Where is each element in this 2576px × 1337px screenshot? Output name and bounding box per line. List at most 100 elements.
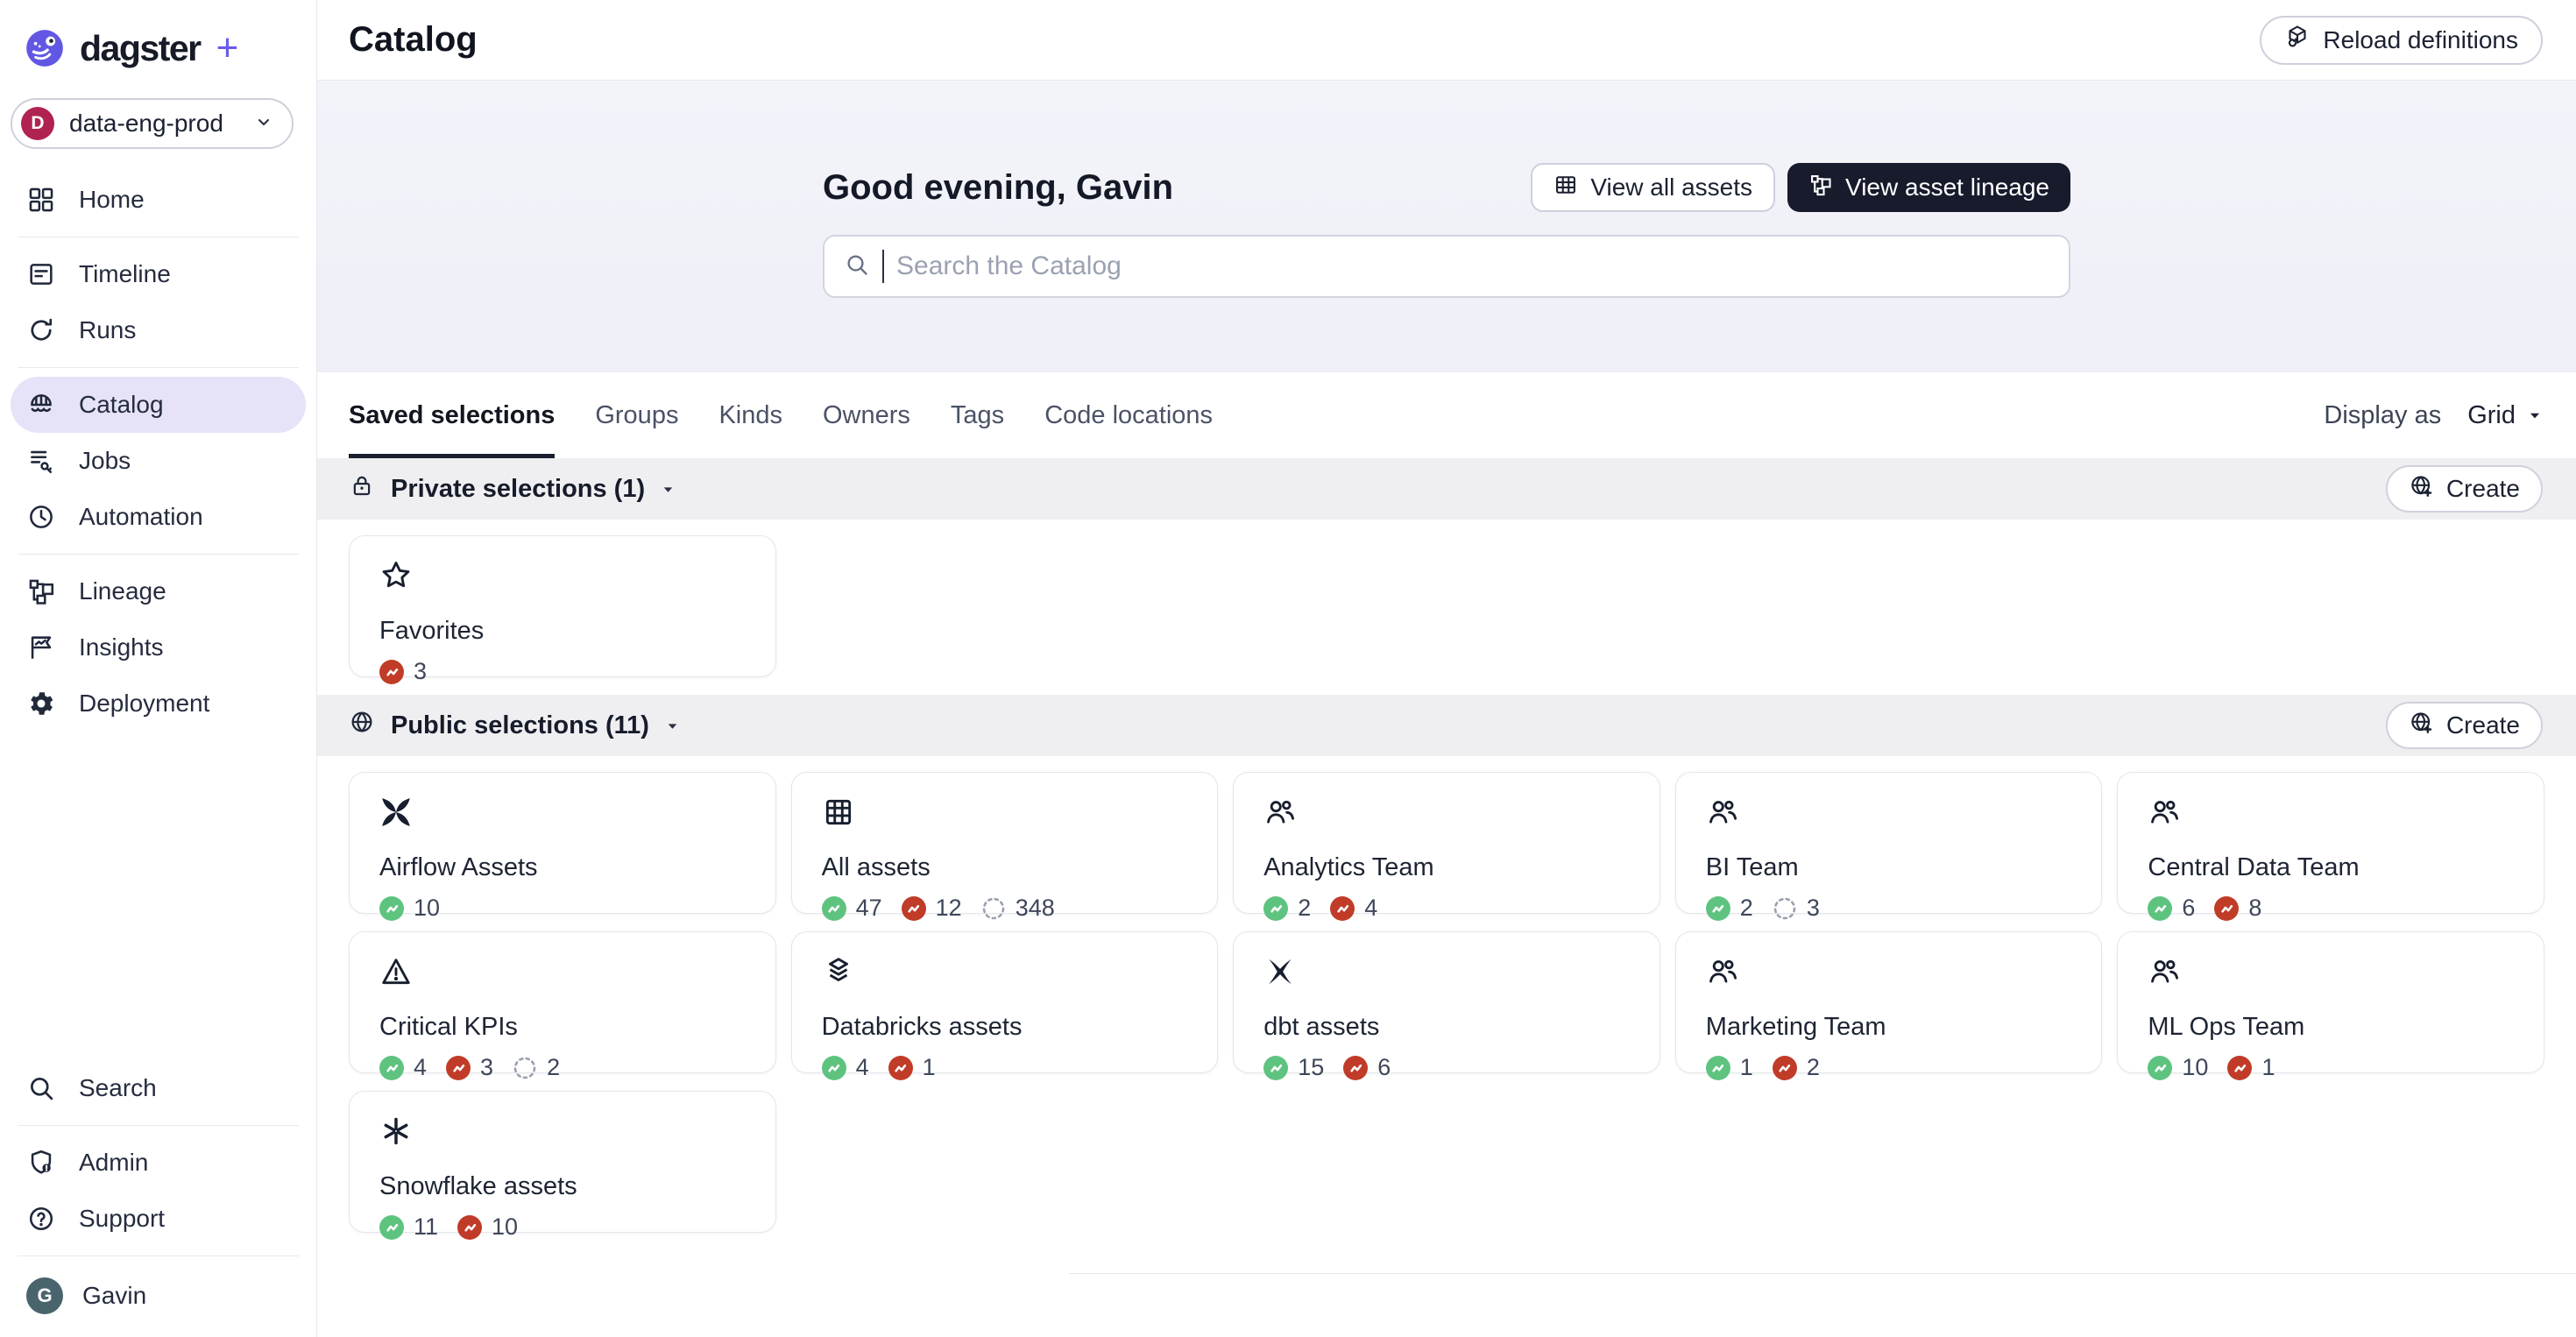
catalog-search-input[interactable]: [896, 251, 2049, 281]
sidebar-item-runs[interactable]: Runs: [11, 302, 306, 358]
layers-icon: [822, 955, 855, 993]
sidebar-item-label: Home: [79, 186, 145, 213]
selection-card-ml-ops-team[interactable]: ML Ops Team 10 1: [2117, 931, 2544, 1080]
card-title: Airflow Assets: [379, 853, 538, 881]
sidebar-item-label: Admin: [79, 1149, 149, 1176]
caret-down-icon: [2527, 401, 2543, 430]
selection-card-bi-team[interactable]: BI Team 2 3: [1674, 772, 2103, 921]
text-cursor: [882, 250, 884, 283]
tab-saved-selections[interactable]: Saved selections: [349, 372, 556, 458]
display-mode-select[interactable]: Grid: [2467, 401, 2543, 430]
sidebar-item-label: Search: [79, 1074, 157, 1101]
failed-count-badge: 8: [2214, 895, 2261, 922]
tab-groups[interactable]: Groups: [595, 400, 679, 429]
selection-card-analytics-team[interactable]: Analytics Team 2 4: [1233, 772, 1660, 921]
tab-code-locations[interactable]: Code locations: [1044, 400, 1214, 429]
dagster-logo-icon: [23, 26, 67, 70]
sidebar-divider: [18, 367, 299, 368]
materialized-status-icon: [2148, 1055, 2173, 1080]
sidebar-item-timeline[interactable]: Timeline: [11, 246, 306, 302]
in-progress-spinner-icon: [513, 1056, 537, 1080]
catalog-hero: Good evening, Gavin View all assets: [317, 81, 2576, 372]
in-progress-count-badge: 348: [981, 895, 1055, 922]
card-title: Marketing Team: [1705, 1013, 1886, 1041]
private-selections-grid: Favorites 3: [317, 520, 2576, 695]
sidebar: dagster + D data-eng-prod Home Time: [0, 0, 317, 1337]
runs-icon: [26, 315, 56, 345]
brand-plus-badge: +: [216, 26, 239, 69]
user-menu[interactable]: G Gavin: [0, 1265, 316, 1332]
materialized-count-badge: 6: [2148, 895, 2195, 922]
page-header: Catalog Reload definitions: [317, 0, 2576, 81]
selection-card-all-assets[interactable]: All assets 47 12 348: [790, 772, 1219, 921]
chevron-down-icon: [253, 111, 274, 137]
tab-owners[interactable]: Owners: [823, 400, 910, 429]
selection-card-favorites[interactable]: Favorites 3: [349, 535, 776, 684]
sidebar-item-admin[interactable]: Admin: [11, 1135, 306, 1191]
lineage-icon: [1808, 173, 1833, 203]
sidebar-item-catalog[interactable]: Catalog: [11, 377, 306, 433]
caret-down-icon: [661, 475, 676, 504]
selection-card-marketing-team[interactable]: Marketing Team 1 2: [1674, 931, 2103, 1080]
team-icon: [2148, 955, 2181, 993]
sidebar-item-jobs[interactable]: Jobs: [11, 433, 306, 489]
view-all-assets-button[interactable]: View all assets: [1531, 163, 1776, 212]
sidebar-bottom: Search Admin Support G: [0, 1060, 316, 1337]
card-title: Analytics Team: [1263, 853, 1434, 881]
display-mode-value: Grid: [2467, 400, 2516, 429]
failed-status-icon: [2227, 1055, 2253, 1080]
selection-card-databricks-assets[interactable]: Databricks assets 4 1: [790, 931, 1219, 1080]
selection-card-snowflake-assets[interactable]: Snowflake assets 11 10: [349, 1091, 776, 1240]
failed-status-icon: [2214, 895, 2240, 921]
card-title: Critical KPIs: [379, 1013, 518, 1041]
private-selections-title: Private selections (1): [391, 474, 646, 503]
view-asset-lineage-label: View asset lineage: [1845, 173, 2049, 201]
selection-card-central-data-team[interactable]: Central Data Team 6 8: [2117, 772, 2544, 921]
user-avatar: G: [26, 1277, 63, 1314]
view-asset-lineage-button[interactable]: View asset lineage: [1787, 163, 2070, 212]
materialized-count-badge: 10: [379, 895, 440, 922]
sidebar-item-deployment[interactable]: Deployment: [11, 676, 306, 732]
sidebar-item-automation[interactable]: Automation: [11, 489, 306, 545]
home-icon: [26, 185, 56, 215]
card-title: Favorites: [379, 617, 485, 645]
materialized-status-icon: [1263, 895, 1289, 921]
catalog-search-box[interactable]: [823, 235, 2070, 298]
failed-status-icon: [379, 659, 404, 684]
materialized-count-badge: 4: [821, 1054, 869, 1081]
selection-card-airflow-assets[interactable]: Airflow Assets 10: [349, 772, 776, 921]
sidebar-item-search[interactable]: Search: [11, 1060, 306, 1116]
failed-status-icon: [1343, 1055, 1369, 1080]
create-public-selection-button[interactable]: Create: [2385, 702, 2543, 749]
tab-kinds[interactable]: Kinds: [718, 400, 782, 429]
in-progress-spinner-icon: [981, 896, 1006, 921]
deployment-name: data-eng-prod: [69, 110, 223, 137]
sidebar-item-support[interactable]: Support: [11, 1191, 306, 1247]
selection-card-critical-kpis[interactable]: Critical KPIs 4 3 2: [349, 931, 776, 1080]
snowflake-icon: [379, 1114, 413, 1152]
public-selections-grid: Airflow Assets 10 All assets: [317, 756, 2576, 1250]
user-name: Gavin: [82, 1282, 147, 1309]
tab-tags[interactable]: Tags: [950, 400, 1005, 429]
private-selections-toggle[interactable]: Private selections (1): [349, 472, 676, 506]
search-icon: [26, 1073, 56, 1103]
public-selections-toggle[interactable]: Public selections (11): [349, 709, 680, 742]
sidebar-item-home[interactable]: Home: [11, 172, 306, 228]
team-icon: [2148, 796, 2181, 833]
materialized-count-badge: 15: [1263, 1054, 1324, 1081]
selection-card-dbt-assets[interactable]: dbt assets 15 6: [1233, 931, 1660, 1080]
sidebar-item-insights[interactable]: Insights: [11, 619, 306, 676]
brand-name: dagster: [80, 27, 202, 68]
failed-count-badge: 4: [1330, 895, 1377, 922]
insights-icon: [26, 633, 56, 662]
failed-status-icon: [1330, 895, 1355, 921]
failed-count-badge: 1: [2227, 1054, 2275, 1081]
public-selections-title: Public selections (11): [391, 711, 649, 739]
sidebar-item-lineage[interactable]: Lineage: [11, 563, 306, 619]
materialized-status-icon: [379, 1214, 404, 1240]
create-private-selection-button[interactable]: Create: [2385, 465, 2543, 513]
sidebar-divider: [18, 554, 299, 555]
reload-definitions-button[interactable]: Reload definitions: [2260, 15, 2543, 65]
deployment-switcher[interactable]: D data-eng-prod: [11, 98, 294, 149]
